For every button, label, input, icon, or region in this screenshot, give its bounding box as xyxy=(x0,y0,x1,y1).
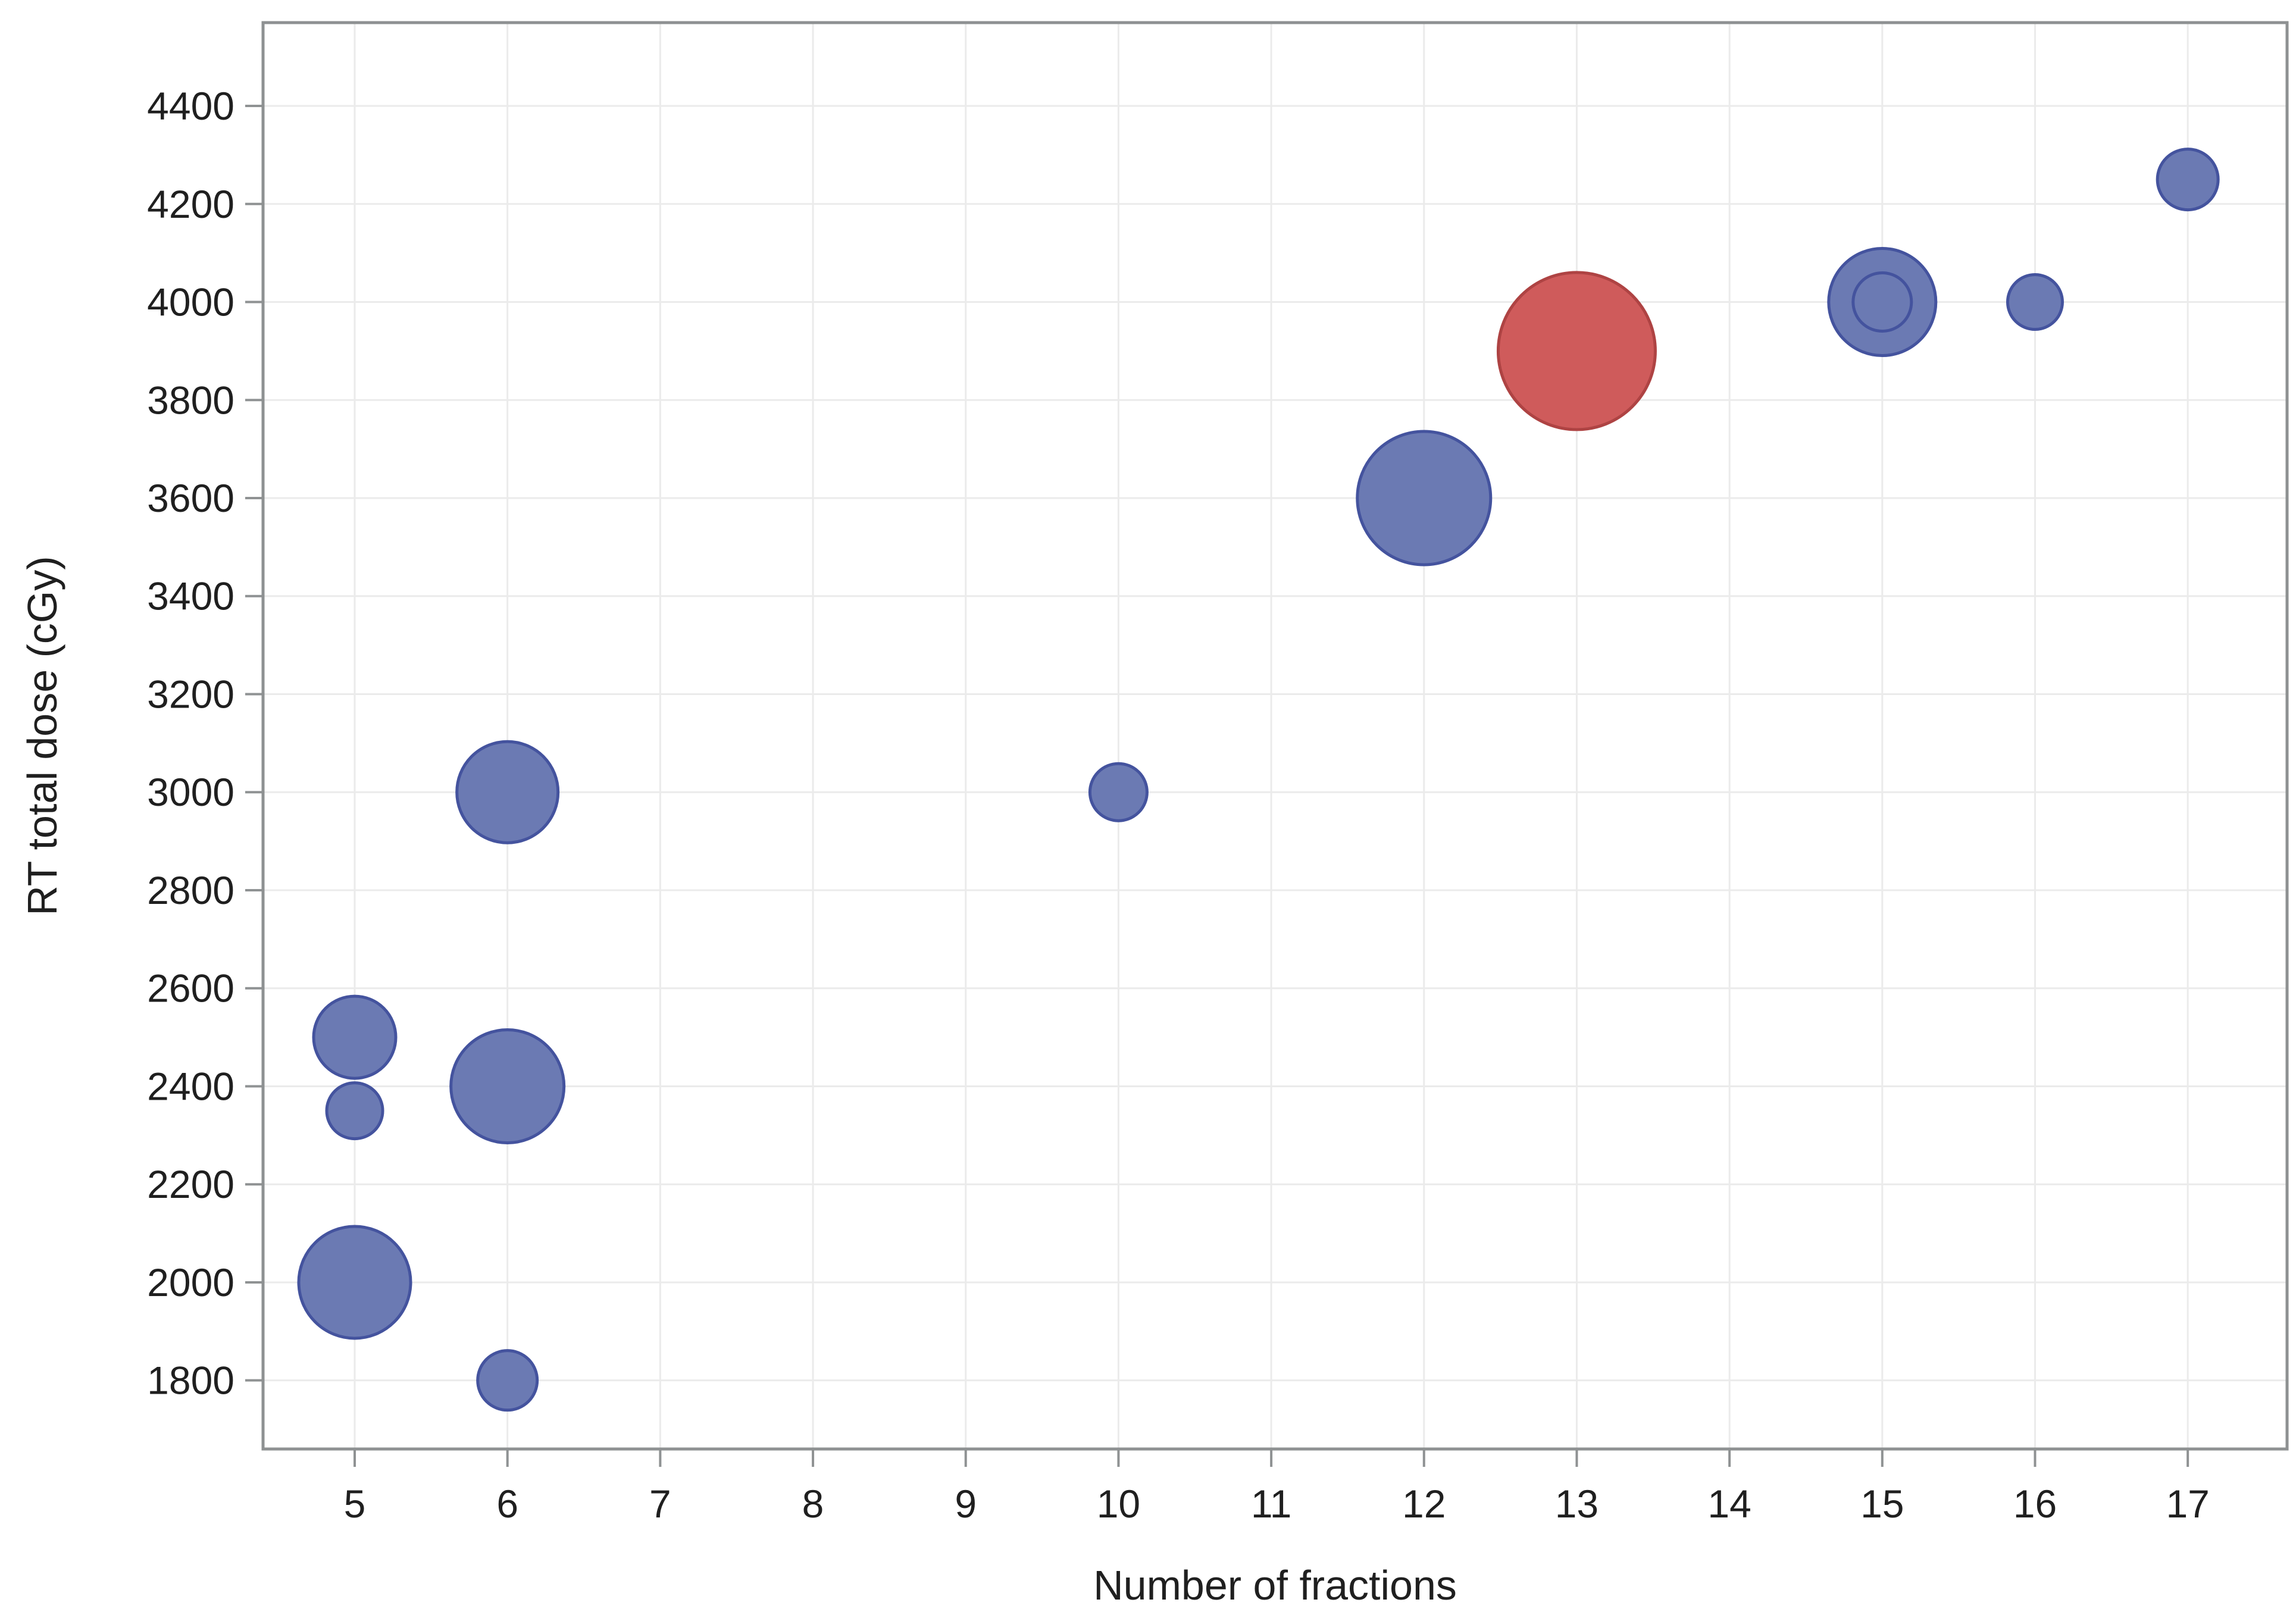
y-tick-label: 2400 xyxy=(147,1064,234,1108)
y-tick-label: 3400 xyxy=(147,574,234,618)
y-tick-label: 3000 xyxy=(147,770,234,814)
x-tick-label: 10 xyxy=(1097,1482,1140,1526)
bubbles xyxy=(297,148,2220,1412)
plot-area xyxy=(263,23,2287,1449)
x-tick-label: 11 xyxy=(1251,1482,1292,1526)
bubble xyxy=(1356,430,1493,567)
y-tick-label: 1800 xyxy=(147,1359,234,1403)
bubble xyxy=(297,1225,412,1340)
y-tick-label: 2200 xyxy=(147,1162,234,1206)
bubble xyxy=(1851,271,1913,333)
y-tick-label: 4200 xyxy=(147,182,234,226)
y-tick-label: 2600 xyxy=(147,966,234,1010)
gridlines xyxy=(263,23,2287,1449)
x-tick-label: 7 xyxy=(649,1482,671,1526)
bubble xyxy=(2156,148,2220,212)
y-tick-label: 3200 xyxy=(147,672,234,716)
y-tick-label: 2000 xyxy=(147,1260,234,1304)
plot-border xyxy=(261,21,2289,1451)
bubble xyxy=(325,1081,384,1141)
x-tick-label: 15 xyxy=(1860,1482,1904,1526)
y-tick-label: 3600 xyxy=(147,476,234,520)
x-tick-labels: 5 6 7 8 9 10 11 12 13 14 15 16 17 xyxy=(344,1482,2210,1526)
x-tick-label: 16 xyxy=(2013,1482,2057,1526)
x-tick-label: 14 xyxy=(1707,1482,1751,1526)
x-tick-label: 8 xyxy=(802,1482,824,1526)
bubble xyxy=(2006,273,2064,331)
y-tick-label: 3800 xyxy=(147,378,234,422)
x-tick-label: 5 xyxy=(344,1482,366,1526)
bubble xyxy=(1496,271,1657,431)
x-tick-label: 12 xyxy=(1402,1482,1446,1526)
y-tick-label: 4000 xyxy=(147,280,234,324)
bubble xyxy=(312,994,398,1080)
y-tick-label: 2800 xyxy=(147,868,234,912)
y-tick-labels: 1800 2000 2200 2400 2600 2800 3000 3200 3400 3600… xyxy=(147,84,234,1403)
x-tick-label: 17 xyxy=(2166,1482,2209,1526)
x-tick-label: 6 xyxy=(496,1482,518,1526)
x-axis-title: Number of fractions xyxy=(1093,1562,1457,1608)
y-tick-label: 4400 xyxy=(147,84,234,128)
bubble xyxy=(1088,762,1149,822)
x-tick-label: 9 xyxy=(955,1482,977,1526)
y-axis-title: RT total dose (cGy) xyxy=(19,556,65,915)
bubble xyxy=(455,740,560,844)
tick-marks xyxy=(245,105,2189,1467)
x-tick-label: 13 xyxy=(1555,1482,1599,1526)
bubble xyxy=(449,1028,566,1144)
bubble xyxy=(476,1349,539,1412)
